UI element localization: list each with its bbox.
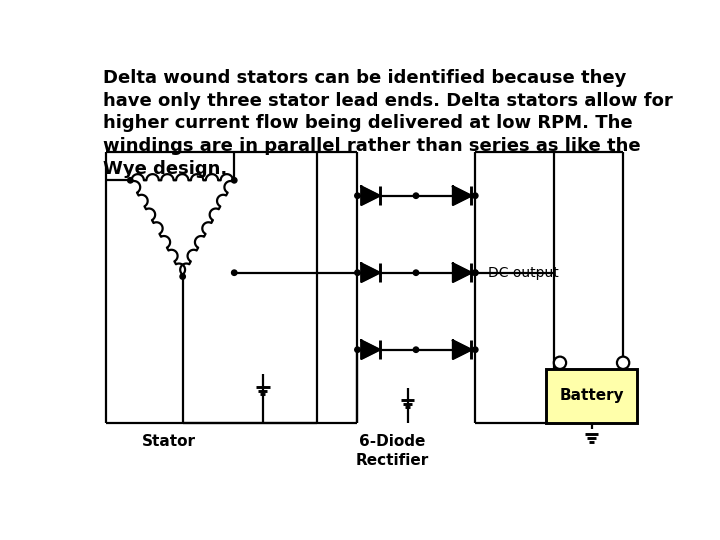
Polygon shape xyxy=(453,186,472,205)
Polygon shape xyxy=(361,264,379,282)
Circle shape xyxy=(127,178,133,183)
Circle shape xyxy=(232,270,237,275)
Polygon shape xyxy=(361,340,379,359)
Circle shape xyxy=(180,274,185,279)
Text: DC output: DC output xyxy=(487,266,558,280)
Circle shape xyxy=(413,270,418,275)
Circle shape xyxy=(355,193,360,198)
Circle shape xyxy=(413,193,418,198)
Text: 6-Diode
Rectifier: 6-Diode Rectifier xyxy=(356,434,428,468)
Polygon shape xyxy=(361,186,379,205)
Circle shape xyxy=(232,178,237,183)
Bar xyxy=(546,369,637,423)
Circle shape xyxy=(472,270,478,275)
Circle shape xyxy=(355,270,360,275)
Circle shape xyxy=(472,347,478,353)
Circle shape xyxy=(472,270,478,275)
Polygon shape xyxy=(453,264,472,282)
Text: Delta wound stators can be identified because they
have only three stator lead e: Delta wound stators can be identified be… xyxy=(104,69,673,178)
Text: Battery: Battery xyxy=(559,388,624,403)
Circle shape xyxy=(413,347,418,353)
Text: Stator: Stator xyxy=(142,434,196,449)
Circle shape xyxy=(472,193,478,198)
Circle shape xyxy=(617,356,629,369)
Polygon shape xyxy=(453,340,472,359)
Circle shape xyxy=(554,356,566,369)
Circle shape xyxy=(355,347,360,353)
